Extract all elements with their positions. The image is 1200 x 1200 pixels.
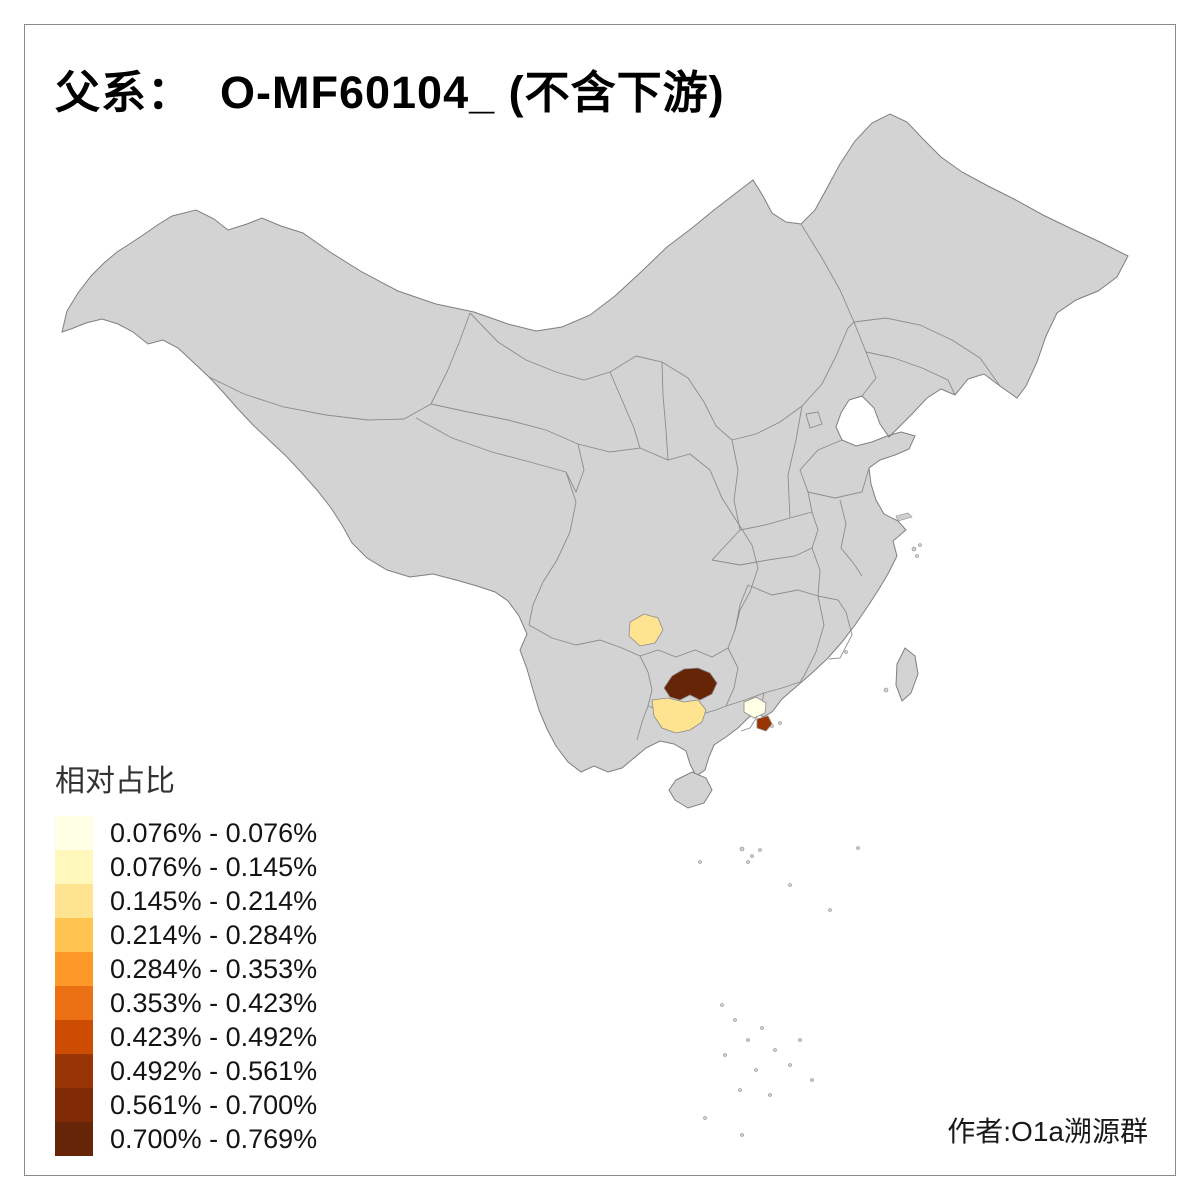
legend-label: 0.284% - 0.353% [110, 953, 318, 984]
highlight-region-4 [743, 696, 767, 719]
legend-row: 0.076% - 0.145% [55, 850, 317, 884]
legend-row: 0.353% - 0.423% [55, 986, 317, 1020]
highlight-region-1 [628, 613, 664, 647]
legend-row: 0.492% - 0.561% [55, 1054, 317, 1088]
legend-row: 0.214% - 0.284% [55, 918, 317, 952]
legend-row: 0.076% - 0.076% [55, 816, 317, 850]
legend-label: 0.700% - 0.769% [110, 1123, 318, 1154]
legend-label: 0.353% - 0.423% [110, 987, 318, 1018]
legend-swatch [55, 884, 93, 918]
legend-title: 相对占比 [55, 765, 175, 798]
highlight-region-3 [651, 697, 707, 734]
legend-row: 0.284% - 0.353% [55, 952, 317, 986]
legend-label: 0.492% - 0.561% [110, 1055, 318, 1086]
province-borders [208, 223, 1001, 741]
legend: 相对占比 0.076% - 0.076% 0.076% - 0.145% 0.1… [55, 756, 317, 1156]
legend-label: 0.561% - 0.700% [110, 1089, 318, 1120]
legend-row: 0.145% - 0.214% [55, 884, 317, 918]
legend-label: 0.076% - 0.076% [110, 817, 318, 848]
legend-row: 0.423% - 0.492% [55, 1020, 317, 1054]
legend-swatch [55, 1020, 93, 1054]
legend-row: 0.561% - 0.700% [55, 1088, 317, 1122]
legend-swatch [55, 986, 93, 1020]
taiwan-island [895, 647, 919, 702]
legend-swatch [55, 1054, 93, 1088]
legend-label: 0.076% - 0.145% [110, 851, 318, 882]
legend-swatch [55, 918, 93, 952]
author-credit: 作者:O1a溯源群 [947, 1116, 1148, 1147]
highlight-region-5 [756, 715, 773, 732]
highlighted-regions [628, 613, 773, 734]
south-china-sea-islands [698, 543, 922, 1137]
hainan-island [668, 771, 713, 809]
plot-frame [24, 24, 1176, 1176]
mainland-china [61, 113, 1129, 777]
legend-label: 0.423% - 0.492% [110, 1021, 318, 1052]
legend-swatch [55, 850, 93, 884]
chongming-island [895, 512, 913, 522]
page-title: 父系： O-MF60104_ (不含下游) [55, 67, 725, 118]
legend-label: 0.214% - 0.284% [110, 919, 318, 950]
legend-swatch [55, 1122, 93, 1156]
legend-swatch [55, 816, 93, 850]
legend-row: 0.700% - 0.769% [55, 1122, 317, 1156]
legend-swatch [55, 952, 93, 986]
legend-label: 0.145% - 0.214% [110, 885, 318, 916]
highlight-region-2 [663, 667, 718, 701]
legend-swatch [55, 1088, 93, 1122]
